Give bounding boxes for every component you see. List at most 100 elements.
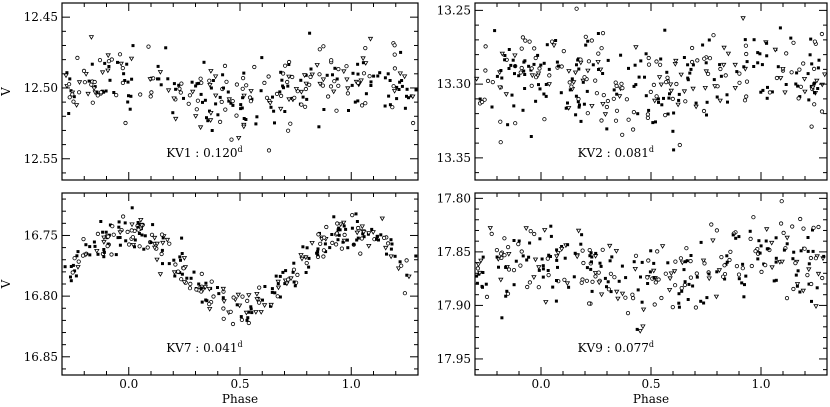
panel-label: KV7 : 0.041d bbox=[166, 340, 242, 355]
data-point bbox=[133, 245, 136, 249]
data-point bbox=[377, 238, 380, 242]
data-point bbox=[404, 258, 409, 263]
data-point bbox=[395, 85, 399, 89]
data-point bbox=[364, 92, 368, 96]
data-point bbox=[514, 259, 518, 263]
data-point bbox=[278, 106, 284, 112]
data-point bbox=[366, 243, 372, 249]
data-point bbox=[590, 279, 595, 284]
data-point bbox=[523, 38, 528, 43]
data-point bbox=[212, 74, 219, 80]
data-point bbox=[503, 58, 507, 62]
data-point bbox=[682, 268, 686, 272]
data-point bbox=[180, 272, 184, 276]
data-point bbox=[383, 104, 387, 108]
data-point bbox=[551, 285, 555, 289]
data-point bbox=[210, 129, 214, 132]
data-point bbox=[264, 95, 270, 100]
data-point bbox=[261, 298, 264, 302]
data-point bbox=[174, 87, 178, 91]
data-point bbox=[356, 225, 361, 231]
data-point bbox=[723, 73, 728, 78]
data-point bbox=[532, 231, 537, 237]
data-point bbox=[262, 80, 267, 86]
data-point bbox=[279, 70, 283, 74]
data-point bbox=[554, 39, 558, 42]
data-point bbox=[536, 265, 542, 271]
data-point bbox=[177, 86, 182, 91]
data-point bbox=[321, 254, 326, 259]
data-point bbox=[766, 85, 769, 89]
data-point bbox=[707, 272, 711, 276]
data-point bbox=[717, 98, 723, 104]
data-point bbox=[125, 62, 129, 66]
data-point bbox=[273, 291, 277, 295]
data-point bbox=[745, 60, 749, 64]
data-point bbox=[774, 236, 778, 240]
data-point bbox=[572, 275, 576, 279]
data-point bbox=[539, 63, 543, 67]
data-point bbox=[239, 107, 243, 111]
data-point bbox=[520, 35, 526, 40]
data-point bbox=[521, 108, 525, 112]
data-point bbox=[811, 228, 814, 232]
data-point bbox=[303, 255, 309, 261]
data-point bbox=[581, 260, 586, 266]
data-point bbox=[74, 274, 78, 278]
data-point bbox=[561, 48, 566, 54]
data-point bbox=[136, 225, 140, 229]
data-point bbox=[672, 148, 676, 152]
data-point bbox=[495, 255, 499, 259]
data-point bbox=[142, 247, 146, 251]
data-point bbox=[76, 80, 83, 86]
data-point bbox=[281, 270, 285, 274]
data-point bbox=[118, 61, 124, 67]
data-point bbox=[345, 86, 351, 92]
data-point bbox=[704, 61, 708, 65]
data-point bbox=[335, 221, 340, 226]
data-point bbox=[209, 86, 213, 90]
data-point bbox=[551, 43, 557, 49]
data-point bbox=[606, 280, 610, 284]
data-point bbox=[146, 44, 151, 49]
data-point bbox=[65, 71, 69, 75]
data-point bbox=[235, 303, 239, 307]
data-point bbox=[648, 270, 652, 274]
y-tick-label: 16.75 bbox=[24, 228, 58, 242]
data-point bbox=[352, 242, 356, 246]
data-point bbox=[785, 242, 789, 246]
data-point bbox=[159, 232, 165, 237]
data-point bbox=[485, 78, 491, 84]
data-point bbox=[159, 83, 163, 87]
data-point bbox=[651, 121, 655, 125]
data-point bbox=[230, 321, 236, 327]
data-point bbox=[605, 285, 608, 289]
data-point bbox=[796, 84, 800, 88]
data-point bbox=[355, 80, 361, 85]
data-point bbox=[740, 16, 746, 22]
data-point bbox=[203, 98, 207, 102]
data-points bbox=[63, 31, 418, 153]
data-point bbox=[366, 231, 372, 236]
data-point bbox=[149, 232, 155, 237]
data-point bbox=[613, 118, 619, 123]
data-point bbox=[285, 128, 291, 133]
data-point bbox=[584, 278, 590, 283]
data-point bbox=[336, 228, 340, 232]
data-point bbox=[171, 111, 175, 115]
data-point bbox=[139, 223, 145, 229]
data-point bbox=[625, 310, 631, 316]
data-point bbox=[791, 257, 795, 261]
data-point bbox=[693, 305, 699, 310]
data-point bbox=[665, 75, 670, 80]
data-point bbox=[506, 123, 510, 127]
data-point bbox=[816, 66, 820, 70]
data-point bbox=[611, 96, 616, 101]
data-point bbox=[92, 79, 97, 85]
data-point bbox=[221, 306, 226, 311]
data-point bbox=[574, 113, 578, 117]
data-point bbox=[407, 96, 410, 100]
data-point bbox=[489, 231, 494, 236]
data-point bbox=[620, 264, 624, 268]
data-point bbox=[716, 268, 723, 274]
